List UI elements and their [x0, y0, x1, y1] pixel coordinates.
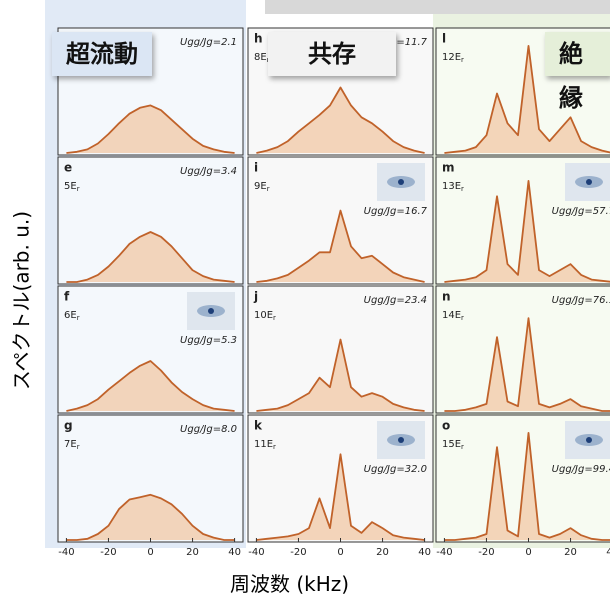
energy-value: 9E	[254, 181, 267, 192]
x-tick-label: 40	[606, 547, 610, 558]
energy-value: 10E	[254, 310, 273, 321]
panel-letter: n	[442, 290, 451, 304]
x-tick-label: -20	[478, 547, 494, 558]
chart-grid: Ugg/Jg=2.1e5ErUgg/Jg=3.4f6ErUgg/Jg=5.3g7…	[0, 0, 610, 601]
energy-value: 8E	[254, 52, 267, 63]
panel-letter: j	[253, 290, 258, 304]
energy-value: 7E	[64, 439, 77, 450]
ratio: Ugg/Jg=16.7	[364, 206, 428, 217]
x-tick-label: 0	[337, 547, 343, 558]
energy-value: 6E	[64, 310, 77, 321]
y-axis-label: スペクトル(arb. u.)	[6, 201, 35, 401]
energy: 11Er	[254, 439, 276, 451]
x-tick-label: -40	[248, 547, 264, 558]
panel-letter: e	[64, 161, 72, 175]
panel-letter: f	[64, 290, 70, 304]
energy-sub: r	[461, 56, 464, 64]
panel-letter: m	[442, 161, 455, 175]
x-tick-label: -40	[436, 547, 452, 558]
energy-value: 15E	[442, 439, 461, 450]
label-insulator: 絶縁	[545, 32, 610, 76]
panel-letter: l	[442, 32, 446, 46]
panel-letter: o	[442, 419, 450, 433]
x-tick-label: -20	[290, 547, 306, 558]
ratio: Ugg/Jg=5.3	[180, 335, 237, 346]
ratio: Ugg/Jg=99.4	[552, 464, 610, 475]
label-coexist: 共存	[268, 32, 396, 76]
ratio: Ugg/Jg=23.4	[364, 295, 427, 306]
energy: 12Er	[442, 52, 464, 64]
panel-letter: g	[64, 419, 73, 433]
x-tick-label: 20	[186, 547, 199, 558]
panel-letter: i	[254, 161, 258, 175]
energy-sub: r	[461, 314, 464, 322]
top-bar	[265, 0, 610, 14]
inset-dot	[398, 437, 404, 443]
x-tick-label: 40	[418, 547, 431, 558]
energy: 13Er	[442, 181, 464, 193]
x-tick-label: -20	[100, 547, 116, 558]
energy-sub: r	[77, 185, 80, 193]
inset-dot	[586, 437, 592, 443]
x-tick-label: -40	[58, 547, 74, 558]
x-tick-label: 40	[228, 547, 241, 558]
inset-dot	[398, 179, 404, 185]
ratio: Ugg/Jg=57.7	[552, 206, 610, 217]
energy-value: 5E	[64, 181, 77, 192]
energy: 10Er	[254, 310, 276, 322]
energy-value: 12E	[442, 52, 461, 63]
energy-sub: r	[273, 443, 276, 451]
panel-letter: k	[254, 419, 263, 433]
energy: 14Er	[442, 310, 464, 322]
inset-dot	[208, 308, 214, 314]
inset-dot	[586, 179, 592, 185]
energy-sub: r	[77, 443, 80, 451]
panel-letter: h	[254, 32, 263, 46]
figure: Ugg/Jg=2.1e5ErUgg/Jg=3.4f6ErUgg/Jg=5.3g7…	[0, 0, 610, 601]
energy-value: 14E	[442, 310, 461, 321]
x-tick-label: 20	[564, 547, 577, 558]
energy-sub: r	[461, 185, 464, 193]
energy-value: 13E	[442, 181, 461, 192]
label-superfluid: 超流動	[52, 32, 152, 76]
energy-sub: r	[461, 443, 464, 451]
ratio: Ugg/Jg=76.1	[552, 295, 610, 306]
energy: 15Er	[442, 439, 464, 451]
ratio: Ugg/Jg=3.4	[180, 166, 237, 177]
energy-sub: r	[273, 314, 276, 322]
energy-sub: r	[267, 185, 270, 193]
x-tick-label: 0	[147, 547, 153, 558]
x-axis-label: 周波数 (kHz)	[230, 568, 349, 597]
x-tick-label: 0	[525, 547, 531, 558]
ratio: Ugg/Jg=2.1	[180, 37, 237, 48]
x-tick-label: 20	[376, 547, 389, 558]
energy-value: 11E	[254, 439, 273, 450]
energy-sub: r	[77, 314, 80, 322]
ratio: Ugg/Jg=32.0	[364, 464, 427, 475]
ratio: Ugg/Jg=8.0	[180, 424, 237, 435]
